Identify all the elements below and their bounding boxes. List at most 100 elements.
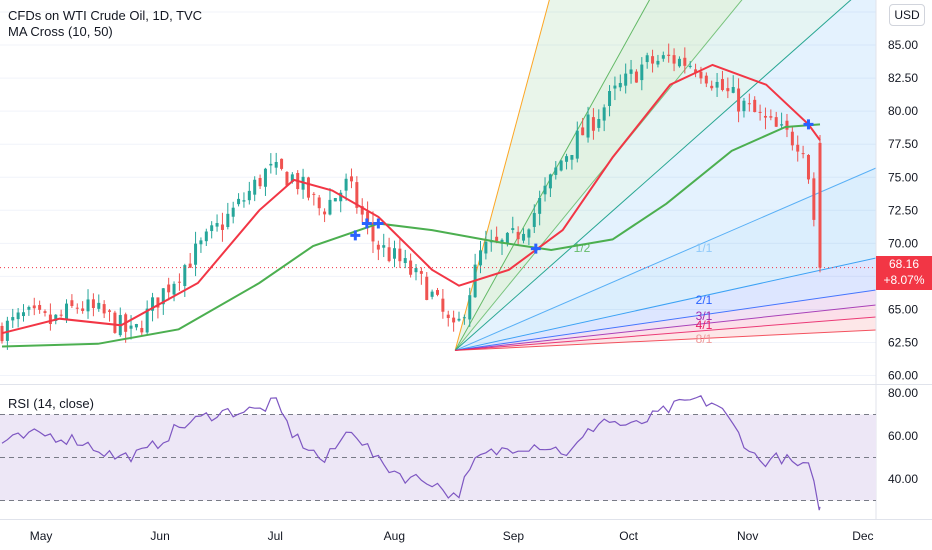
candle-body	[387, 247, 391, 262]
candle-body	[608, 91, 612, 106]
candle-body	[317, 197, 321, 209]
rsi-legend: RSI (14, close)	[8, 396, 94, 412]
candle-body	[27, 306, 31, 310]
candle-body	[774, 117, 778, 127]
candle-body	[554, 167, 558, 175]
candle-body	[694, 69, 698, 73]
candle-body	[108, 310, 112, 312]
candle-body	[565, 156, 569, 162]
candle-body	[226, 213, 230, 228]
fan-label: 1/1	[696, 241, 713, 255]
candle-body	[559, 160, 563, 171]
candle-body	[419, 271, 423, 274]
price-grid	[0, 11, 932, 385]
candle-body	[818, 142, 822, 268]
price-tick-label: 80.00	[888, 104, 918, 118]
candle-body	[753, 99, 757, 113]
candle-body	[516, 231, 520, 240]
candle-body	[129, 325, 133, 329]
price-tick-label: 85.00	[888, 38, 918, 52]
candle-body	[237, 198, 241, 205]
fan-ray	[455, 257, 877, 351]
ma-cross-marker	[803, 119, 814, 130]
candle-body	[371, 222, 375, 242]
candle-body	[640, 64, 644, 81]
candle-body	[667, 54, 671, 56]
candle-body	[430, 291, 434, 297]
candle-body	[538, 197, 542, 214]
candle-body	[167, 284, 171, 293]
last-price-change: +8.07%	[883, 273, 925, 287]
candle-body	[505, 232, 509, 244]
time-tick-label: Aug	[384, 529, 405, 543]
candle-body	[570, 155, 574, 160]
candle-body	[812, 178, 816, 220]
time-axis[interactable]: May Jun Jul Aug Sep Oct Nov Dec	[0, 519, 932, 544]
time-tick-label: Oct	[619, 529, 638, 543]
moving-averages	[1, 63, 821, 348]
rsi-line	[1, 395, 821, 511]
candle-body	[183, 265, 187, 287]
candle-body	[70, 300, 74, 306]
candle-body	[414, 268, 418, 273]
candle-body	[54, 314, 58, 321]
rsi-title[interactable]: RSI (14, close)	[8, 396, 94, 411]
candle-body	[65, 303, 69, 319]
candle-body	[199, 240, 203, 245]
fan-zone	[455, 0, 876, 351]
time-tick-label: Jul	[268, 529, 283, 543]
candle-body	[242, 200, 246, 202]
candle-body	[479, 250, 483, 266]
candle-body	[522, 233, 526, 241]
candle-body	[102, 304, 106, 314]
candle-body	[527, 229, 531, 238]
candle-body	[532, 212, 536, 227]
candle-body	[737, 88, 741, 112]
fan-label: 8/1	[696, 332, 713, 346]
candle-body	[376, 244, 380, 250]
symbol-title[interactable]: CFDs on WTI Crude Oil, 1D, TVC	[8, 8, 203, 23]
rsi-band	[0, 414, 876, 501]
fan-ray	[454, 167, 877, 351]
fan-ray	[454, 0, 852, 351]
candle-body	[156, 297, 160, 308]
candle-body	[629, 69, 633, 74]
rsi-pane: 80.00 60.00 40.00	[0, 386, 918, 511]
candle-body	[398, 248, 402, 262]
candle-body	[435, 290, 439, 295]
time-tick-label: Jun	[150, 529, 169, 543]
candle-body	[462, 317, 466, 319]
candle-body	[446, 314, 450, 319]
candle-body	[113, 312, 117, 333]
indicator-title[interactable]: MA Cross (10, 50)	[8, 24, 113, 39]
candle-body	[75, 307, 79, 309]
candle-body	[0, 325, 4, 342]
candle-body	[651, 56, 655, 64]
candle-body	[220, 224, 224, 230]
candle-body	[145, 308, 149, 333]
candle-body	[134, 324, 138, 328]
candle-body	[575, 130, 579, 159]
currency-button[interactable]: USD	[889, 4, 925, 26]
ma-cross-marker	[530, 243, 541, 254]
candle-body	[645, 55, 649, 63]
candle-body	[806, 154, 810, 180]
price-tick-label: 75.00	[888, 170, 918, 184]
candle-body	[32, 305, 36, 309]
candle-body	[269, 163, 273, 166]
candle-body	[344, 178, 348, 191]
candle-body	[177, 281, 181, 283]
candle-body	[323, 211, 327, 215]
candle-body	[258, 178, 262, 187]
candle-body	[441, 298, 445, 312]
time-tick-label: Sep	[503, 529, 525, 543]
gann-fan[interactable]: 1/2 1/12/13/14/18/1	[454, 0, 877, 351]
candle-body	[140, 327, 144, 333]
candle-body	[339, 192, 343, 202]
fan-ray	[455, 329, 877, 351]
candle-body	[43, 311, 47, 313]
candle-body	[215, 223, 219, 227]
candle-body	[602, 107, 606, 121]
candle-body	[231, 207, 235, 217]
